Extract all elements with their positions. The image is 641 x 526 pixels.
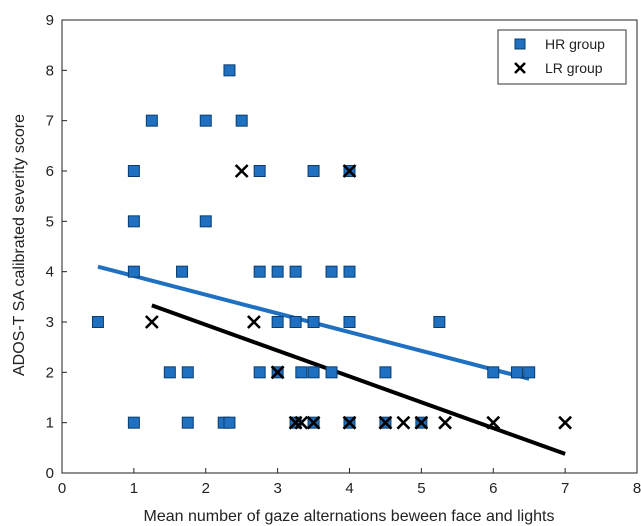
lr-trend-line	[151, 303, 566, 456]
hr-data-point	[163, 366, 176, 379]
x-tick-label: 5	[417, 480, 425, 497]
x-axis-ticks: 0 1 2 3 4 5 6 7 8	[58, 468, 641, 497]
lr-data-point	[288, 415, 303, 430]
lr-data-point	[396, 415, 411, 430]
hr-data-point	[127, 165, 140, 177]
y-tick-label: 3	[46, 314, 54, 331]
y-tick-label: 6	[46, 163, 54, 180]
series-layer	[91, 64, 573, 456]
x-tick-label: 1	[130, 480, 138, 497]
hr-data-point	[487, 366, 500, 379]
y-tick-label: 4	[46, 264, 54, 281]
y-tick-label: 7	[46, 113, 54, 130]
hr-data-point	[325, 265, 338, 278]
hr-data-point	[289, 265, 302, 278]
hr-data-point	[127, 265, 140, 278]
y-axis-ticks: 0 1 2 3 4 5 6 7 8 9	[46, 12, 67, 482]
legend-hr-label: HR group	[545, 36, 605, 52]
hr-data-point	[181, 416, 194, 429]
hr-data-point	[91, 316, 104, 328]
hr-data-point	[510, 366, 523, 379]
lr-data-point	[486, 415, 501, 430]
plot-frame	[61, 19, 638, 474]
x-tick-label: 8	[633, 480, 641, 497]
x-tick-label: 3	[273, 480, 281, 497]
hr-data-point	[325, 366, 338, 379]
legend-hr-marker	[514, 38, 526, 50]
lr-data-point	[558, 415, 573, 430]
hr-data-point	[223, 416, 236, 429]
legend-lr-label: LR group	[545, 60, 603, 76]
x-tick-label: 4	[345, 480, 353, 497]
lr-data-point	[438, 415, 453, 430]
y-tick-label: 8	[46, 62, 54, 79]
legend-lr-marker	[514, 62, 526, 74]
lr-data-point	[378, 415, 393, 430]
hr-data-point	[289, 316, 302, 328]
y-tick-label: 5	[46, 213, 54, 230]
y-tick-label: 1	[46, 415, 54, 432]
y-axis-title: ADOS-T SA calibrated severity score	[11, 114, 28, 376]
plot-area	[61, 19, 638, 474]
hr-data-point	[253, 366, 266, 379]
hr-data-point	[181, 366, 194, 379]
lr-data-point	[414, 415, 429, 430]
y-tick-label: 9	[46, 12, 54, 29]
hr-data-point	[145, 114, 158, 127]
hr-data-point	[199, 114, 212, 127]
lr-data-point	[342, 415, 357, 430]
x-tick-label: 6	[489, 480, 497, 497]
hr-data-point	[307, 316, 320, 328]
y-tick-label: 0	[46, 465, 54, 482]
hr-data-point	[295, 366, 308, 379]
hr-data-point	[433, 316, 446, 328]
hr-data-point	[253, 165, 266, 177]
lr-data-point	[144, 315, 159, 329]
lr-data-point	[306, 415, 321, 430]
hr-data-point	[223, 64, 236, 77]
hr-data-point	[127, 215, 140, 228]
hr-data-point	[199, 215, 212, 228]
lr-data-point	[342, 164, 357, 178]
hr-data-point	[271, 265, 284, 278]
hr-data-point	[307, 366, 320, 379]
hr-data-point	[523, 366, 536, 379]
lr-data-point	[246, 315, 261, 329]
y-tick-label: 2	[46, 364, 54, 381]
hr-data-point	[235, 114, 248, 127]
hr-data-point	[379, 366, 392, 379]
x-axis-title: Mean number of gaze alternations beween …	[144, 508, 555, 525]
x-tick-label: 2	[202, 480, 210, 497]
hr-data-point	[307, 165, 320, 177]
hr-data-point	[127, 416, 140, 429]
hr-data-point	[271, 316, 284, 328]
x-tick-label: 0	[58, 480, 66, 497]
legend: HR group LR group	[497, 29, 627, 85]
hr-data-point	[343, 265, 356, 278]
hr-data-point	[343, 316, 356, 328]
lr-data-point	[234, 164, 249, 178]
hr-data-point	[176, 265, 189, 278]
hr-data-point	[253, 265, 266, 278]
lr-data-point	[270, 365, 285, 380]
x-tick-label: 7	[561, 480, 569, 497]
lr-data-point	[294, 415, 309, 430]
